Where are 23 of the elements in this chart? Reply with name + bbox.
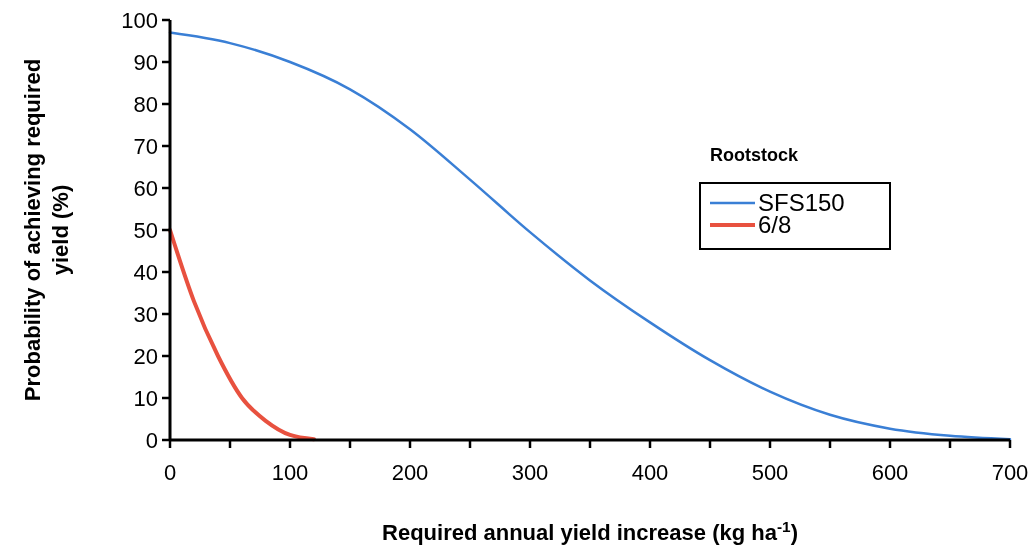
y-tick-label: 80	[133, 91, 158, 117]
legend-title: Rootstock	[710, 145, 799, 165]
x-tick-label: 400	[631, 460, 669, 485]
y-tick-label: 0	[145, 427, 158, 453]
x-tick-label: 700	[991, 460, 1029, 485]
y-tick-label: 60	[133, 175, 158, 201]
y-tick-label: 90	[133, 49, 158, 75]
y-axis-title: Probability of achieving required yield (%)	[20, 58, 73, 402]
x-tick-label: 500	[751, 460, 789, 485]
y-tick-label: 70	[133, 133, 158, 159]
x-tick-label: 600	[871, 460, 909, 485]
y-tick-label: 10	[133, 385, 158, 411]
y-tick-label: 30	[133, 301, 158, 327]
x-tick-label: 0	[163, 460, 177, 485]
line-series	[168, 228, 316, 442]
x-axis-title: Required annual yield increase (kg ha$^{-1}$)	[382, 517, 798, 545]
x-tick-label: 100	[271, 460, 309, 485]
x-tick-label: 200	[391, 460, 429, 485]
x-tick-label: 300	[511, 460, 549, 485]
y-tick-label: 50	[133, 217, 158, 243]
y-tick-label: 100	[121, 7, 158, 33]
y-tick-label: 20	[133, 343, 158, 369]
y-tick-label: 40	[133, 259, 158, 285]
